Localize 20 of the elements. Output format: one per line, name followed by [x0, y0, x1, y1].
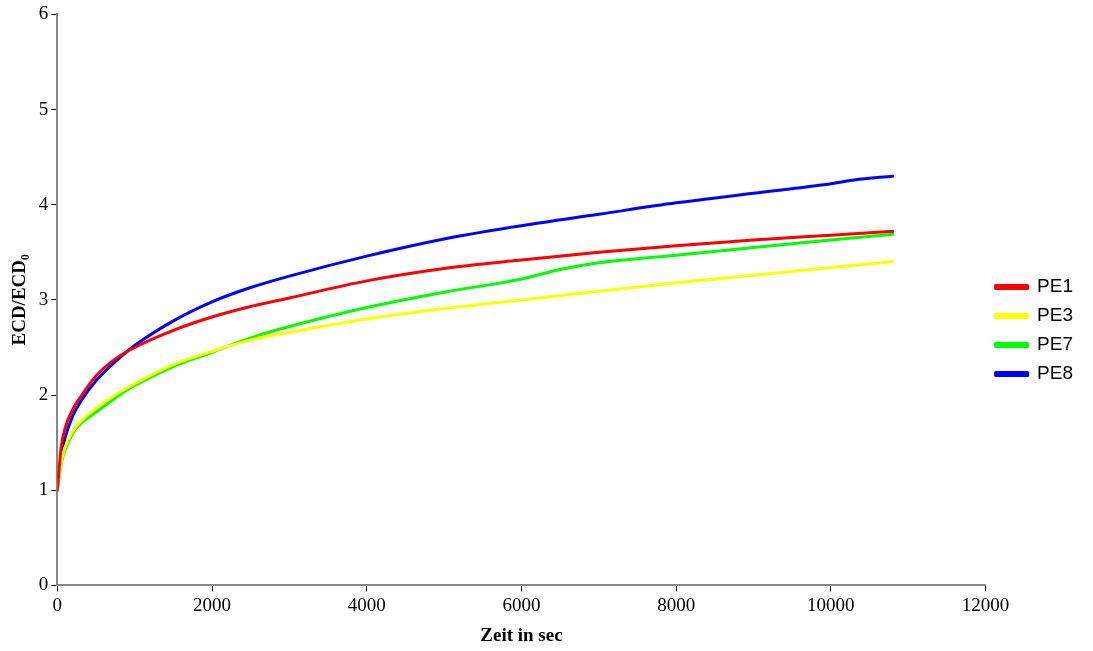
x-axis-title: Zeit in sec	[480, 623, 563, 645]
y-tick-label: 1	[38, 478, 49, 500]
legend-label: PE3	[1037, 304, 1074, 326]
y-tick-label: 0	[38, 573, 49, 595]
x-tick-label: 12000	[961, 593, 1010, 615]
x-tick-label: 10000	[807, 593, 855, 615]
legend-label: PE8	[1037, 362, 1074, 384]
y-tick-label: 4	[38, 192, 49, 214]
x-tick-label: 4000	[347, 593, 386, 615]
y-tick-label: 6	[38, 2, 49, 24]
y-tick-label: 5	[38, 97, 49, 119]
legend-label: PE1	[1037, 275, 1074, 297]
x-tick-label: 6000	[502, 593, 541, 615]
x-tick-label: 8000	[657, 593, 696, 615]
x-tick-label: 0	[52, 593, 63, 615]
y-tick-label: 3	[38, 287, 49, 309]
legend-label: PE7	[1037, 333, 1074, 355]
x-tick-label: 2000	[193, 593, 232, 615]
y-tick-label: 2	[38, 383, 49, 405]
y-axis-title: ECD/ECD₀	[8, 254, 30, 346]
